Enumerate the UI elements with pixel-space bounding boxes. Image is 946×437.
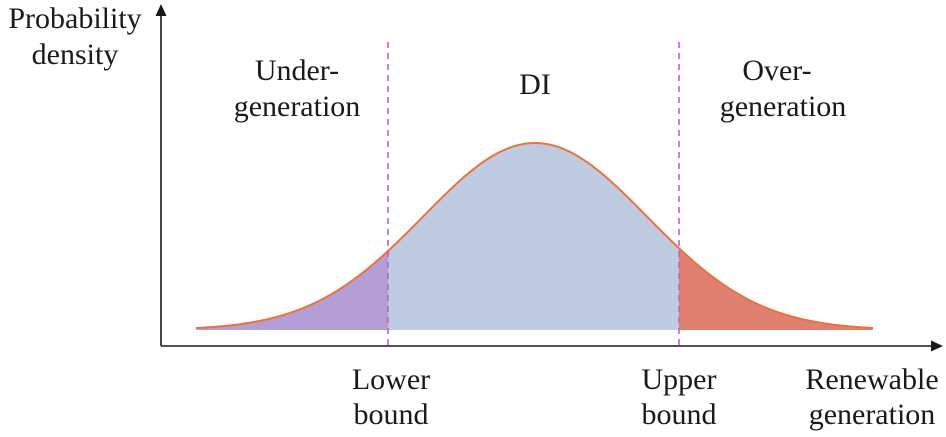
di-label: DI <box>519 68 551 101</box>
axes <box>155 4 943 352</box>
x-axis-label-line2: generation <box>809 398 936 431</box>
lower-bound-label-line2: bound <box>354 398 429 431</box>
under-generation-label-line1: Under- <box>255 54 339 87</box>
over-generation-label-line2: generation <box>720 90 847 123</box>
upper-bound-label-line1: Upper <box>642 363 717 396</box>
over-generation-region <box>679 248 873 330</box>
y-axis-label-line1: Probability <box>8 2 141 35</box>
x-axis-arrowhead <box>931 340 943 352</box>
y-axis-arrowhead <box>155 4 167 16</box>
y-axis-label-line2: density <box>32 38 119 71</box>
upper-bound-label-line2: bound <box>642 398 717 431</box>
over-generation-label-line1: Over- <box>742 54 811 87</box>
under-generation-label-line2: generation <box>234 90 361 123</box>
lower-bound-label-line1: Lower <box>352 363 430 396</box>
density-curve <box>195 141 874 330</box>
under-generation-region <box>196 250 388 330</box>
x-axis-label-line1: Renewable <box>805 363 938 396</box>
di-region <box>388 143 679 330</box>
